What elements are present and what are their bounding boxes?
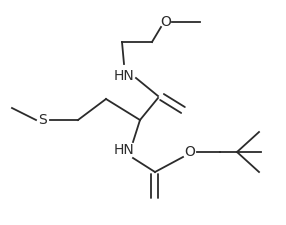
Text: HN: HN <box>114 143 134 157</box>
Text: O: O <box>184 145 195 159</box>
Text: HN: HN <box>114 69 134 83</box>
Text: S: S <box>39 113 47 127</box>
Text: O: O <box>160 15 171 29</box>
